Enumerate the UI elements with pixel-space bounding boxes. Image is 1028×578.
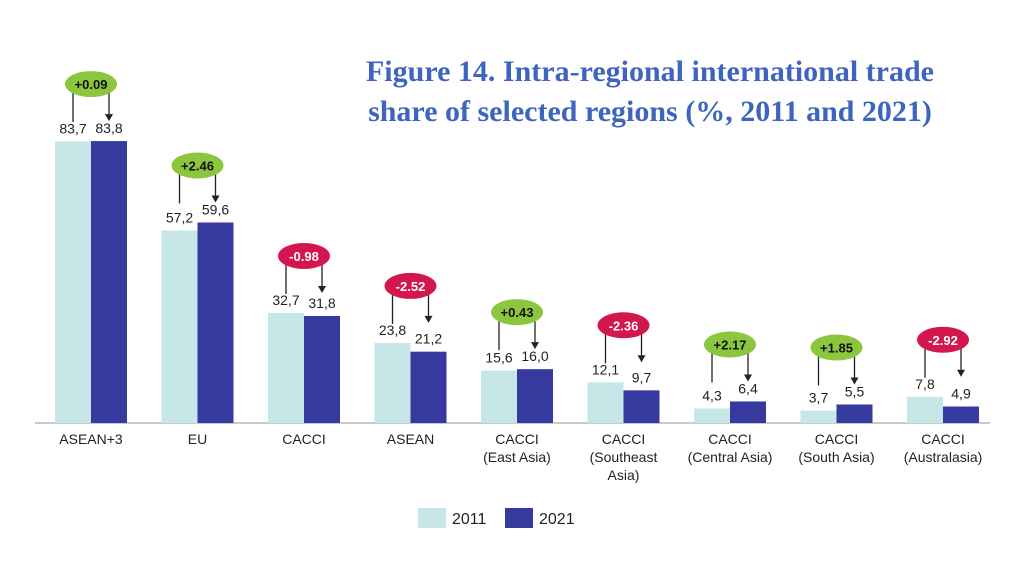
bar-2011-7 bbox=[800, 410, 837, 423]
data-label-2021-1: 59,6 bbox=[202, 201, 229, 217]
change-label-5: -2.36 bbox=[609, 318, 639, 333]
category-label-5-2: Asia) bbox=[608, 467, 640, 483]
bar-2021-2 bbox=[304, 316, 340, 423]
change-arrow-icon-3 bbox=[424, 315, 433, 323]
bar-2021-5 bbox=[623, 390, 660, 423]
change-arrow-icon-7 bbox=[850, 377, 859, 385]
data-label-2011-2: 32,7 bbox=[272, 292, 299, 308]
data-label-2021-7: 5,5 bbox=[845, 383, 865, 399]
change-badge-1 bbox=[171, 152, 224, 179]
change-badge-4 bbox=[491, 299, 543, 326]
change-arrow-icon-1 bbox=[211, 195, 220, 203]
data-label-2021-4: 16,0 bbox=[521, 348, 548, 364]
category-label-8-1: (Australasia) bbox=[904, 449, 983, 465]
change-label-3: -2.52 bbox=[396, 279, 426, 294]
data-label-2021-5: 9,7 bbox=[632, 369, 652, 385]
bar-2021-1 bbox=[197, 222, 234, 423]
data-label-2011-3: 23,8 bbox=[379, 322, 406, 338]
bar-2011-2 bbox=[268, 312, 304, 423]
legend-swatch-2011 bbox=[418, 508, 446, 528]
category-label-8-0: CACCI bbox=[921, 431, 965, 447]
change-badge-6 bbox=[704, 331, 756, 358]
change-arrow-icon-8 bbox=[957, 369, 965, 377]
data-label-2021-6: 6,4 bbox=[738, 380, 758, 396]
change-label-4: +0.43 bbox=[501, 305, 534, 320]
change-label-1: +2.46 bbox=[181, 158, 214, 173]
category-label-2-0: CACCI bbox=[282, 431, 326, 447]
category-label-7-0: CACCI bbox=[815, 431, 859, 447]
data-label-2021-3: 21,2 bbox=[415, 331, 442, 347]
category-label-4-0: CACCI bbox=[495, 431, 539, 447]
category-label-0-0: ASEAN+3 bbox=[59, 431, 123, 447]
category-label-6-0: CACCI bbox=[708, 431, 752, 447]
bar-2011-5 bbox=[587, 382, 624, 423]
category-label-5-0: CACCI bbox=[602, 431, 646, 447]
change-badge-0 bbox=[65, 71, 117, 98]
category-label-4-1: (East Asia) bbox=[483, 449, 551, 465]
data-label-2011-4: 15,6 bbox=[485, 350, 512, 366]
data-label-2021-2: 31,8 bbox=[308, 295, 335, 311]
bar-2021-4 bbox=[517, 369, 553, 423]
category-label-3-0: ASEAN bbox=[387, 431, 434, 447]
change-arrow-icon-5 bbox=[637, 355, 646, 363]
change-arrow-icon-6 bbox=[744, 374, 752, 382]
change-label-2: -0.98 bbox=[289, 249, 319, 264]
legend-label-2011: 2011 bbox=[452, 511, 487, 528]
category-label-5-1: (Southeast bbox=[590, 449, 658, 465]
chart-title: Figure 14. Intra-regional international … bbox=[330, 52, 970, 132]
bar-2011-8 bbox=[907, 396, 943, 423]
change-badge-2 bbox=[278, 242, 330, 269]
chart-title-line-2: share of selected regions (%, 2011 and 2… bbox=[368, 95, 932, 128]
bar-2021-3 bbox=[410, 351, 447, 423]
change-label-6: +2.17 bbox=[714, 337, 747, 352]
category-label-1-0: EU bbox=[188, 431, 207, 447]
change-label-0: +0.09 bbox=[75, 77, 108, 92]
change-badge-8 bbox=[917, 326, 969, 353]
bar-2021-8 bbox=[943, 406, 979, 423]
data-label-2011-7: 3,7 bbox=[809, 390, 829, 406]
change-label-7: +1.85 bbox=[820, 340, 853, 355]
category-label-7-1: (South Asia) bbox=[798, 449, 874, 465]
data-label-2021-0: 83,8 bbox=[95, 120, 122, 136]
change-arrow-icon-2 bbox=[318, 285, 326, 293]
bar-2011-3 bbox=[374, 342, 411, 423]
data-label-2011-5: 12,1 bbox=[592, 361, 619, 377]
legend-swatch-2021 bbox=[505, 508, 533, 528]
bar-2011-0 bbox=[55, 141, 91, 424]
data-label-2011-1: 57,2 bbox=[166, 210, 193, 226]
bar-2011-4 bbox=[481, 370, 517, 423]
bar-2011-1 bbox=[161, 230, 198, 423]
change-badge-7 bbox=[810, 334, 863, 361]
change-arrow-icon-0 bbox=[105, 114, 113, 122]
legend-label-2021: 2021 bbox=[539, 511, 575, 528]
data-label-2011-8: 7,8 bbox=[915, 376, 935, 392]
data-label-2021-8: 4,9 bbox=[951, 386, 971, 402]
data-label-2011-0: 83,7 bbox=[59, 120, 86, 136]
change-badge-3 bbox=[384, 272, 437, 299]
change-badge-5 bbox=[597, 312, 650, 339]
chart-title-line-1: Figure 14. Intra-regional international … bbox=[365, 55, 934, 88]
change-arrow-icon-4 bbox=[531, 342, 539, 350]
bar-2011-6 bbox=[694, 408, 730, 423]
bar-2021-7 bbox=[836, 404, 873, 423]
bar-2021-6 bbox=[730, 401, 766, 423]
change-label-8: -2.92 bbox=[928, 333, 958, 348]
category-label-6-1: (Central Asia) bbox=[688, 449, 773, 465]
bar-2021-0 bbox=[91, 141, 127, 423]
data-label-2011-6: 4,3 bbox=[702, 388, 722, 404]
